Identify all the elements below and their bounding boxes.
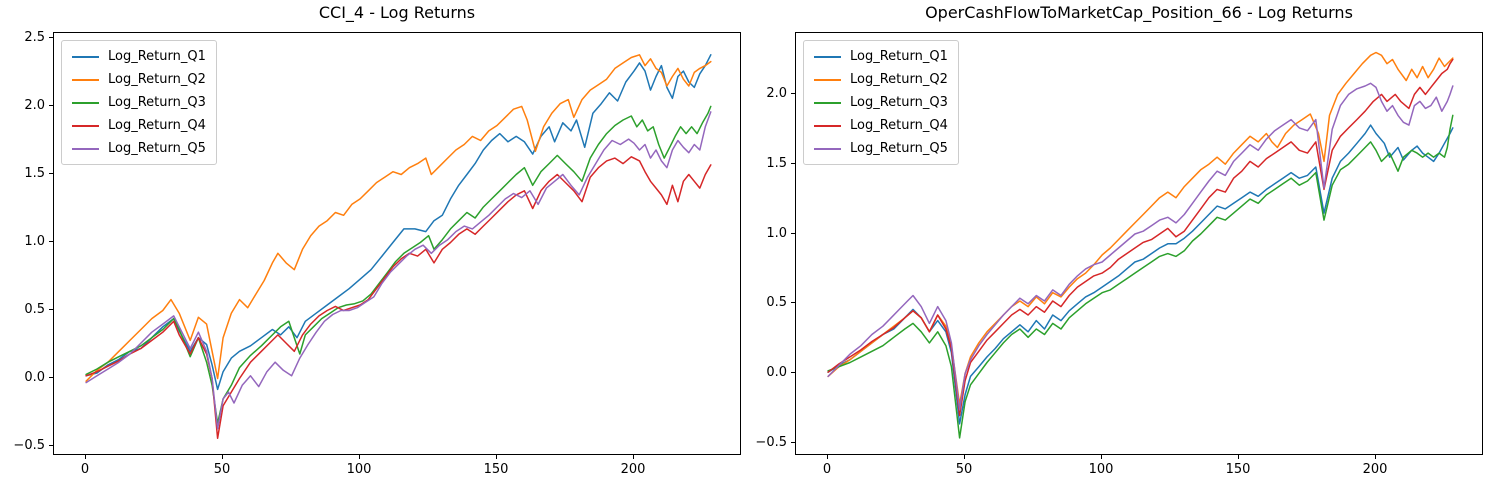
chart-cci4: CCI_4 - Log Returns Log_Return_Q1 Log_Ret… bbox=[13, 3, 741, 477]
y-tick-label: 0.0 bbox=[24, 369, 45, 385]
x-tick-mark bbox=[1237, 455, 1239, 459]
y-tick-label: 0.0 bbox=[766, 365, 787, 381]
legend-entry: Log_Return_Q2 bbox=[72, 70, 206, 89]
legend-line-swatch bbox=[814, 78, 841, 81]
legend-entry: Log_Return_Q4 bbox=[814, 116, 948, 135]
x-tick-mark bbox=[358, 455, 360, 459]
y-tick-label: 1.5 bbox=[766, 155, 787, 171]
chart-opercashflow: OperCashFlowToMarketCap_Position_66 - Lo… bbox=[755, 3, 1483, 477]
y-tick-mark bbox=[49, 36, 53, 38]
x-tick-label: 150 bbox=[1225, 462, 1251, 477]
legend-line-swatch bbox=[72, 147, 99, 150]
chart-title: CCI_4 - Log Returns bbox=[318, 3, 476, 22]
legend-label: Log_Return_Q1 bbox=[850, 49, 948, 64]
legend-line-swatch bbox=[814, 55, 841, 58]
legend-label: Log_Return_Q2 bbox=[108, 72, 206, 87]
y-tick-mark bbox=[49, 240, 53, 242]
legend-label: Log_Return_Q3 bbox=[850, 95, 948, 110]
legend-line-swatch bbox=[72, 101, 99, 104]
y-tick-mark bbox=[791, 441, 795, 443]
x-tick-label: 200 bbox=[620, 462, 646, 477]
series-lines bbox=[85, 54, 712, 440]
series-line-Log_Return_Q3 bbox=[827, 114, 1454, 439]
x-tick-mark bbox=[221, 455, 223, 459]
series-line-Log_Return_Q5 bbox=[85, 111, 712, 430]
series-line-Log_Return_Q1 bbox=[85, 54, 712, 391]
x-tick-mark bbox=[1374, 455, 1376, 459]
y-tick-label: 2.0 bbox=[766, 85, 787, 101]
legend: Log_Return_Q1 Log_Return_Q2 Log_Return_Q3 L… bbox=[803, 40, 959, 165]
y-tick-mark bbox=[791, 92, 795, 94]
y-tick-mark bbox=[49, 172, 53, 174]
legend-label: Log_Return_Q5 bbox=[850, 141, 948, 156]
x-tick-mark bbox=[963, 455, 965, 459]
legend-entry: Log_Return_Q1 bbox=[72, 47, 206, 66]
chart-title: OperCashFlowToMarketCap_Position_66 - Lo… bbox=[925, 3, 1353, 22]
y-tick-label: 1.5 bbox=[24, 165, 45, 181]
legend-entry: Log_Return_Q1 bbox=[814, 47, 948, 66]
x-tick-label: 100 bbox=[346, 462, 372, 477]
legend-label: Log_Return_Q4 bbox=[850, 118, 948, 133]
y-tick-label: 1.0 bbox=[766, 225, 787, 241]
y-tick-label: −0.5 bbox=[755, 434, 787, 450]
legend-line-swatch bbox=[814, 124, 841, 127]
legend-entry: Log_Return_Q5 bbox=[72, 139, 206, 158]
legend-line-swatch bbox=[72, 55, 99, 58]
legend-entry: Log_Return_Q5 bbox=[814, 139, 948, 158]
y-tick-mark bbox=[49, 376, 53, 378]
y-tick-mark bbox=[791, 302, 795, 304]
legend-label: Log_Return_Q2 bbox=[850, 72, 948, 87]
x-tick-label: 100 bbox=[1088, 462, 1114, 477]
y-tick-mark bbox=[49, 104, 53, 106]
x-tick-label: 150 bbox=[483, 462, 509, 477]
legend-line-swatch bbox=[814, 101, 841, 104]
x-tick-label: 0 bbox=[822, 462, 832, 477]
series-lines bbox=[827, 51, 1454, 439]
legend-entry: Log_Return_Q3 bbox=[814, 93, 948, 112]
plot-area: Log_Return_Q1 Log_Return_Q2 Log_Return_Q3 L… bbox=[53, 32, 741, 455]
y-tick-mark bbox=[791, 162, 795, 164]
legend-label: Log_Return_Q3 bbox=[108, 95, 206, 110]
x-tick-label: 200 bbox=[1362, 462, 1388, 477]
x-tick-mark bbox=[1100, 455, 1102, 459]
legend-label: Log_Return_Q4 bbox=[108, 118, 206, 133]
y-tick-mark bbox=[49, 308, 53, 310]
x-tick-label: 50 bbox=[213, 462, 231, 477]
series-line-Log_Return_Q2 bbox=[85, 54, 712, 382]
y-tick-label: 2.5 bbox=[24, 29, 45, 45]
plot-area: Log_Return_Q1 Log_Return_Q2 Log_Return_Q3 L… bbox=[795, 32, 1483, 455]
series-line-Log_Return_Q5 bbox=[827, 82, 1454, 411]
y-tick-mark bbox=[49, 444, 53, 446]
y-tick-label: −0.5 bbox=[13, 437, 45, 453]
legend: Log_Return_Q1 Log_Return_Q2 Log_Return_Q3 L… bbox=[61, 40, 217, 165]
legend-label: Log_Return_Q5 bbox=[108, 141, 206, 156]
legend-entry: Log_Return_Q3 bbox=[72, 93, 206, 112]
x-tick-mark bbox=[826, 455, 828, 459]
legend-label: Log_Return_Q1 bbox=[108, 49, 206, 64]
x-tick-label: 50 bbox=[955, 462, 973, 477]
legend-entry: Log_Return_Q2 bbox=[814, 70, 948, 89]
y-tick-label: 0.5 bbox=[24, 301, 45, 317]
y-tick-label: 0.5 bbox=[766, 295, 787, 311]
x-tick-mark bbox=[84, 455, 86, 459]
x-tick-label: 0 bbox=[80, 462, 90, 477]
series-line-Log_Return_Q1 bbox=[827, 124, 1454, 425]
y-tick-mark bbox=[791, 372, 795, 374]
y-tick-label: 1.0 bbox=[24, 233, 45, 249]
y-tick-label: 2.0 bbox=[24, 97, 45, 113]
series-line-Log_Return_Q4 bbox=[85, 156, 712, 440]
legend-line-swatch bbox=[72, 78, 99, 81]
legend-line-swatch bbox=[72, 124, 99, 127]
y-tick-mark bbox=[791, 232, 795, 234]
legend-entry: Log_Return_Q4 bbox=[72, 116, 206, 135]
legend-line-swatch bbox=[814, 147, 841, 150]
x-tick-mark bbox=[632, 455, 634, 459]
x-tick-mark bbox=[495, 455, 497, 459]
